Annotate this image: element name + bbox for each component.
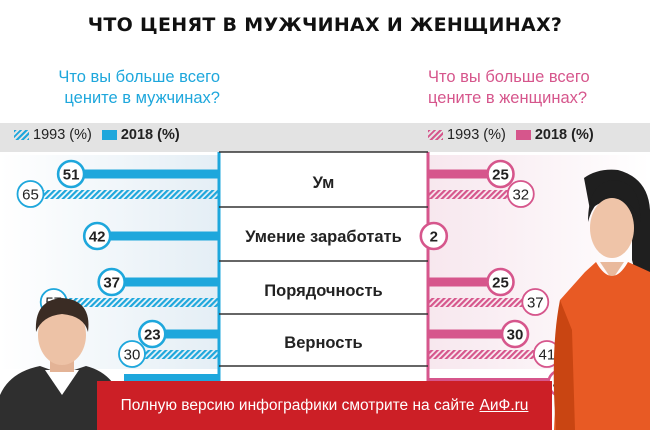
men-legend-1993-label: 1993 (%)	[33, 127, 92, 143]
women-2018-bar-3	[428, 329, 515, 339]
men-row-bg-3	[0, 315, 219, 369]
men-2018-value-3-label: 23	[144, 327, 161, 344]
women-2018-value-3-circle	[500, 319, 530, 349]
women-1993-value-0-circle	[506, 180, 535, 208]
men-2018-value-0-circle	[56, 159, 86, 189]
men-2018-value-0: 51	[56, 159, 86, 189]
men-1993-value-3-circle	[118, 340, 146, 368]
women-2018-bar-2	[428, 277, 501, 287]
men-legend-2018-label: 2018 (%)	[120, 127, 180, 143]
women-1993-value-2-circle	[521, 288, 550, 316]
men-1993-bar-0	[30, 190, 219, 199]
woman-sleeve	[553, 300, 575, 430]
women-2018-value-2-circle	[486, 267, 515, 297]
man-jacket	[0, 366, 120, 430]
women-question-line2: цените в женщинах?	[428, 89, 588, 107]
women-2018-value-2-label: 25	[492, 275, 509, 292]
women-legend: 1993 (%) 2018 (%)	[428, 127, 594, 143]
category-label-0: Ум	[313, 174, 335, 192]
women-1993-bar-3	[428, 350, 547, 359]
woman-blouse	[554, 262, 650, 430]
women-1993-value-2-label: 37	[527, 295, 544, 312]
category-label-3: Верность	[284, 334, 362, 352]
women-legend-1993: 1993 (%)	[428, 127, 506, 143]
men-solid-swatch-icon	[101, 130, 117, 140]
women-2018-value-1-circle	[419, 221, 449, 251]
women-1993-value-0-label: 32	[512, 187, 529, 204]
women-question: Что вы больше всего цените в женщинах?	[428, 67, 628, 109]
men-legend-2018: 2018 (%)	[101, 127, 180, 143]
man-illustration-icon	[0, 298, 120, 430]
men-2018-bar-3	[152, 329, 219, 339]
men-2018-bar-0	[71, 169, 219, 179]
men-1993-value-0: 65	[16, 180, 45, 208]
man-collar	[45, 370, 79, 395]
banner-text: Полную версию инфографики смотрите на са…	[120, 396, 475, 414]
men-2018-bar-partial	[124, 374, 219, 383]
men-legend-1993: 1993 (%)	[14, 127, 92, 143]
women-question-line1: Что вы больше всего	[428, 68, 590, 86]
women-legend-2018-label: 2018 (%)	[534, 127, 594, 143]
women-1993-value-0: 32	[506, 180, 535, 208]
woman-illustration-icon	[553, 169, 650, 430]
women-2018-value-1: 2	[419, 221, 449, 251]
woman-neck	[600, 262, 624, 280]
women-2018-value-0: 25	[486, 159, 515, 189]
woman-hair	[588, 180, 641, 222]
men-2018-value-2-label: 37	[103, 275, 120, 292]
women-2018-value-3-label: 30	[507, 327, 524, 344]
women-solid-swatch-icon	[515, 130, 531, 140]
men-1993-bar-2	[53, 298, 220, 307]
men-2018-value-1-label: 42	[89, 229, 106, 246]
men-1993-value-0-label: 65	[22, 187, 39, 204]
men-1993-value-3-label: 30	[124, 347, 141, 364]
women-2018-value-2: 25	[486, 267, 515, 297]
women-1993-value-3-label: 41	[539, 347, 556, 364]
man-face	[38, 305, 86, 365]
men-2018-value-1-circle	[82, 221, 112, 251]
women-2018-value-0-label: 25	[492, 167, 509, 184]
men-2018-value-2: 37	[97, 267, 126, 297]
women-1993-bar-0	[428, 190, 521, 199]
women-1993-value-2: 37	[521, 288, 550, 316]
woman-face	[590, 198, 634, 258]
men-1993-value-0-circle	[16, 180, 45, 208]
men-question: Что вы больше всего цените в мужчинах?	[20, 67, 220, 109]
men-2018-bar-1	[97, 231, 219, 241]
category-label-2: Порядочность	[264, 282, 382, 300]
women-2018-bar-0	[428, 169, 501, 179]
men-2018-value-0-label: 51	[63, 167, 80, 184]
page-title: ЧТО ЦЕНЯТ В МУЖЧИНАХ И ЖЕНЩИНАХ?	[87, 14, 563, 36]
men-2018-value-2-circle	[97, 267, 126, 297]
banner-link[interactable]: АиФ.ru	[479, 396, 529, 414]
men-1993-value-3: 30	[118, 340, 146, 368]
women-legend-1993-label: 1993 (%)	[447, 127, 506, 143]
women-2018-value-3: 30	[500, 319, 530, 349]
man-hair	[35, 298, 89, 332]
women-1993-bar-2	[428, 298, 536, 307]
men-1993-bar-3	[132, 350, 219, 359]
center-panel	[219, 152, 428, 382]
category-label-1: Умение заработать	[245, 228, 401, 246]
men-2018-bar-2	[111, 277, 219, 287]
men-question-line1: Что вы больше всего	[58, 68, 220, 86]
women-2018-value-0-circle	[486, 159, 515, 189]
men-legend: 1993 (%) 2018 (%)	[14, 127, 180, 143]
men-2018-value-3-circle	[138, 319, 167, 349]
woman-hair-back	[584, 169, 650, 330]
men-2018-value-3: 23	[138, 319, 167, 349]
men-question-line2: цените в мужчинах?	[64, 89, 220, 107]
women-hatch-swatch-icon	[428, 130, 443, 140]
women-legend-2018: 2018 (%)	[515, 127, 594, 143]
men-2018-value-1: 42	[82, 221, 112, 251]
promo-banner[interactable]: Полную версию инфографики смотрите на са…	[97, 381, 552, 430]
men-hatch-swatch-icon	[14, 130, 29, 140]
women-2018-value-1-label: 2	[430, 229, 438, 246]
